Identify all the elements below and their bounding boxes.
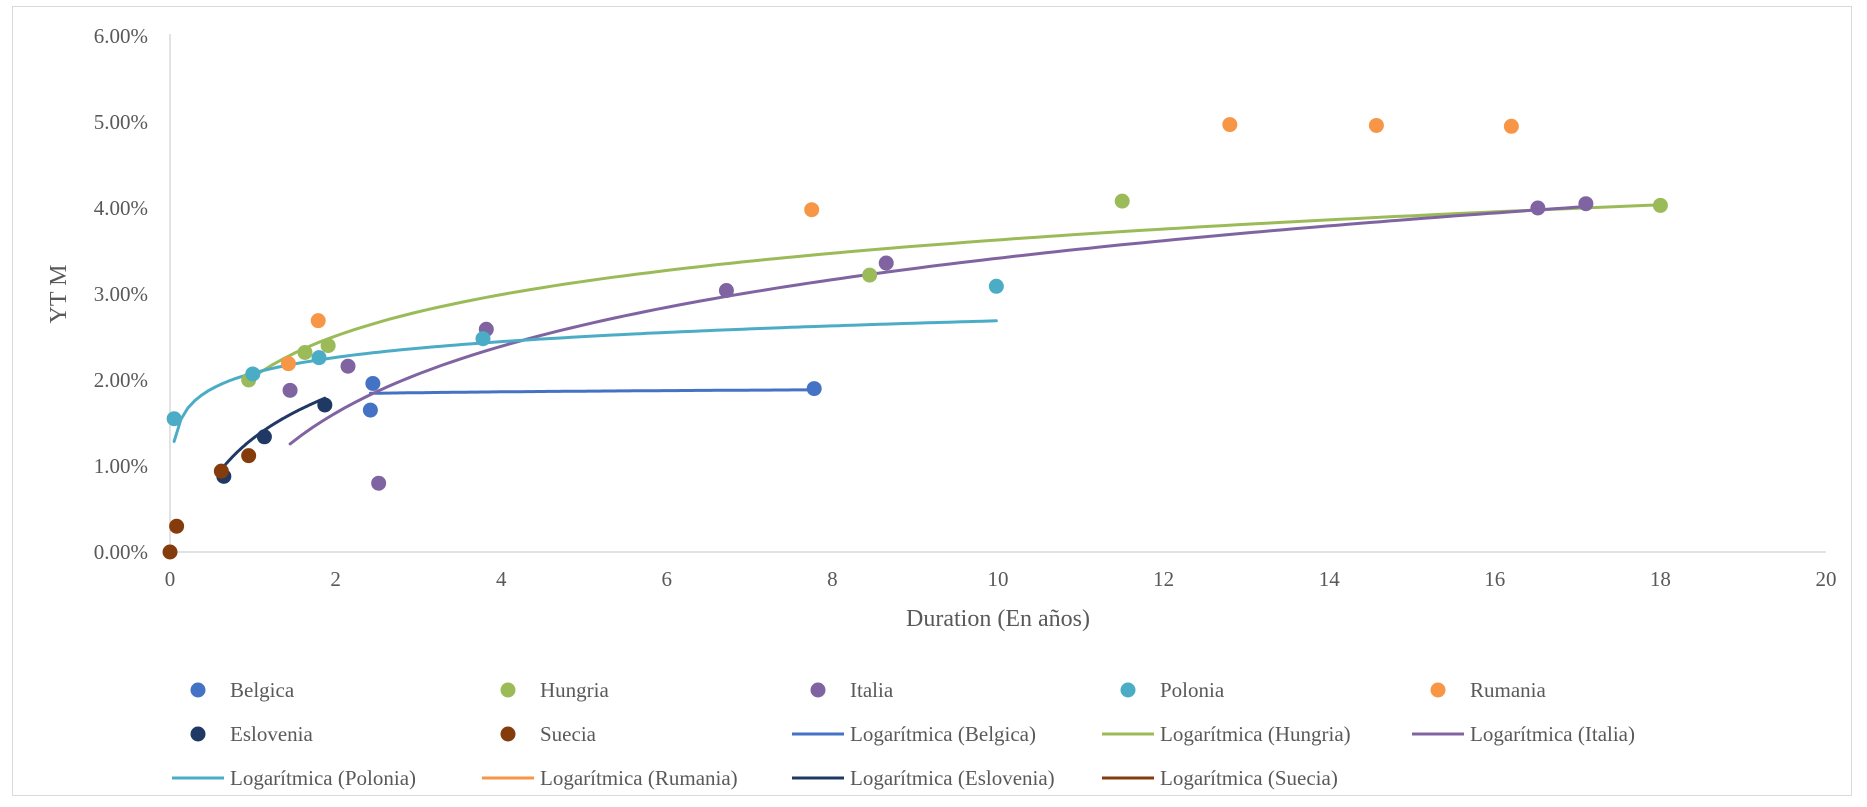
- legend-item: Rumania: [1430, 678, 1546, 702]
- legend-item: Suecia: [500, 722, 597, 746]
- legend-item: Logarítmica (Italia): [1412, 722, 1635, 746]
- data-point: [311, 350, 327, 366]
- x-tick-label: 8: [827, 567, 838, 591]
- y-tick-label: 1.00%: [94, 454, 148, 478]
- legend-item: Polonia: [1120, 678, 1225, 702]
- data-point: [245, 366, 261, 382]
- x-tick-label: 10: [988, 567, 1009, 591]
- legend-label: Suecia: [540, 722, 597, 746]
- x-tick-label: 16: [1484, 567, 1505, 591]
- data-point: [320, 338, 336, 354]
- data-point: [169, 518, 185, 534]
- legend-item: Hungria: [500, 678, 609, 702]
- legend-item: Logarítmica (Eslovenia): [792, 766, 1055, 790]
- trendlines: [172, 203, 1662, 468]
- trendline: [247, 203, 1662, 382]
- data-point: [297, 344, 313, 360]
- data-point: [862, 267, 878, 283]
- legend: Belgica Hungria Italia Polonia Rumania Eslove…: [172, 678, 1635, 790]
- y-tick-label: 3.00%: [94, 282, 148, 306]
- data-point: [806, 381, 822, 397]
- legend-item: Logarítmica (Polonia): [172, 766, 416, 790]
- data-point: [310, 313, 326, 329]
- legend-item: Logarítmica (Belgica): [792, 722, 1036, 746]
- trendline: [172, 319, 998, 443]
- legend-label: Rumania: [1470, 678, 1546, 702]
- legend-label: Italia: [850, 678, 894, 702]
- data-point: [280, 356, 296, 372]
- legend-label: Belgica: [230, 678, 295, 702]
- y-tick-label: 5.00%: [94, 110, 148, 134]
- legend-label: Logarítmica (Eslovenia): [850, 766, 1055, 790]
- data-point: [804, 202, 820, 218]
- data-point: [1503, 118, 1519, 134]
- x-tick-label: 6: [662, 567, 673, 591]
- data-point: [878, 255, 894, 271]
- data-point: [718, 283, 734, 299]
- data-points: [162, 117, 1668, 560]
- legend-label: Hungria: [540, 678, 609, 702]
- legend-marker: [190, 726, 206, 742]
- legend-item: Italia: [810, 678, 894, 702]
- data-point: [282, 382, 298, 398]
- legend-label: Logarítmica (Polonia): [230, 766, 416, 790]
- y-axis-title: YT M: [46, 265, 72, 324]
- data-point: [475, 331, 491, 347]
- data-point: [256, 429, 272, 445]
- trendline: [222, 396, 327, 468]
- legend-label: Logarítmica (Hungria): [1160, 722, 1351, 746]
- data-point: [162, 544, 178, 560]
- legend-item: Logarítmica (Hungria): [1102, 722, 1351, 746]
- y-tick-label: 4.00%: [94, 196, 148, 220]
- legend-item: Logarítmica (Rumania): [482, 766, 738, 790]
- data-point: [241, 448, 257, 464]
- legend-marker: [500, 682, 516, 698]
- legend-label: Eslovenia: [230, 722, 313, 746]
- data-point: [317, 397, 333, 413]
- data-point: [1530, 200, 1546, 216]
- legend-label: Logarítmica (Belgica): [850, 722, 1036, 746]
- y-tick-label: 2.00%: [94, 368, 148, 392]
- x-tick-label: 20: [1816, 567, 1837, 591]
- x-tick-label: 12: [1153, 567, 1174, 591]
- data-point: [1114, 193, 1130, 209]
- data-point: [1368, 117, 1384, 133]
- data-point: [166, 411, 182, 427]
- data-point: [362, 402, 378, 418]
- y-tick-label: 6.00%: [94, 24, 148, 48]
- legend-marker: [1430, 682, 1446, 698]
- data-point: [1652, 197, 1668, 213]
- legend-item: Belgica: [190, 678, 295, 702]
- x-tick-label: 14: [1319, 567, 1341, 591]
- legend-marker: [810, 682, 826, 698]
- data-point: [988, 278, 1004, 294]
- x-axis-title: Duration (En años): [906, 606, 1090, 632]
- x-tick-label: 4: [496, 567, 507, 591]
- legend-label: Polonia: [1160, 678, 1225, 702]
- legend-marker: [1120, 682, 1136, 698]
- data-point: [340, 358, 356, 374]
- legend-marker: [190, 682, 206, 698]
- legend-label: Logarítmica (Italia): [1470, 722, 1635, 746]
- data-point: [365, 375, 381, 391]
- axes: 0 2 4 6 8 10 12 14 16 18 20 0.00% 1.00% 2.00% 3.00% 4.0…: [94, 24, 1837, 591]
- x-tick-label: 2: [330, 567, 341, 591]
- trendline: [288, 205, 1588, 446]
- legend-label: Logarítmica (Suecia): [1160, 766, 1338, 790]
- x-tick-label: 0: [165, 567, 176, 591]
- data-point: [1578, 196, 1594, 212]
- data-point: [213, 463, 229, 479]
- data-point: [1222, 117, 1238, 133]
- legend-marker: [500, 726, 516, 742]
- data-point: [371, 475, 387, 491]
- legend-label: Logarítmica (Rumania): [540, 766, 738, 790]
- legend-item: Eslovenia: [190, 722, 313, 746]
- y-tick-label: 0.00%: [94, 540, 148, 564]
- trendline: [368, 388, 816, 395]
- x-tick-label: 18: [1650, 567, 1671, 591]
- legend-item: Logarítmica (Suecia): [1102, 766, 1338, 790]
